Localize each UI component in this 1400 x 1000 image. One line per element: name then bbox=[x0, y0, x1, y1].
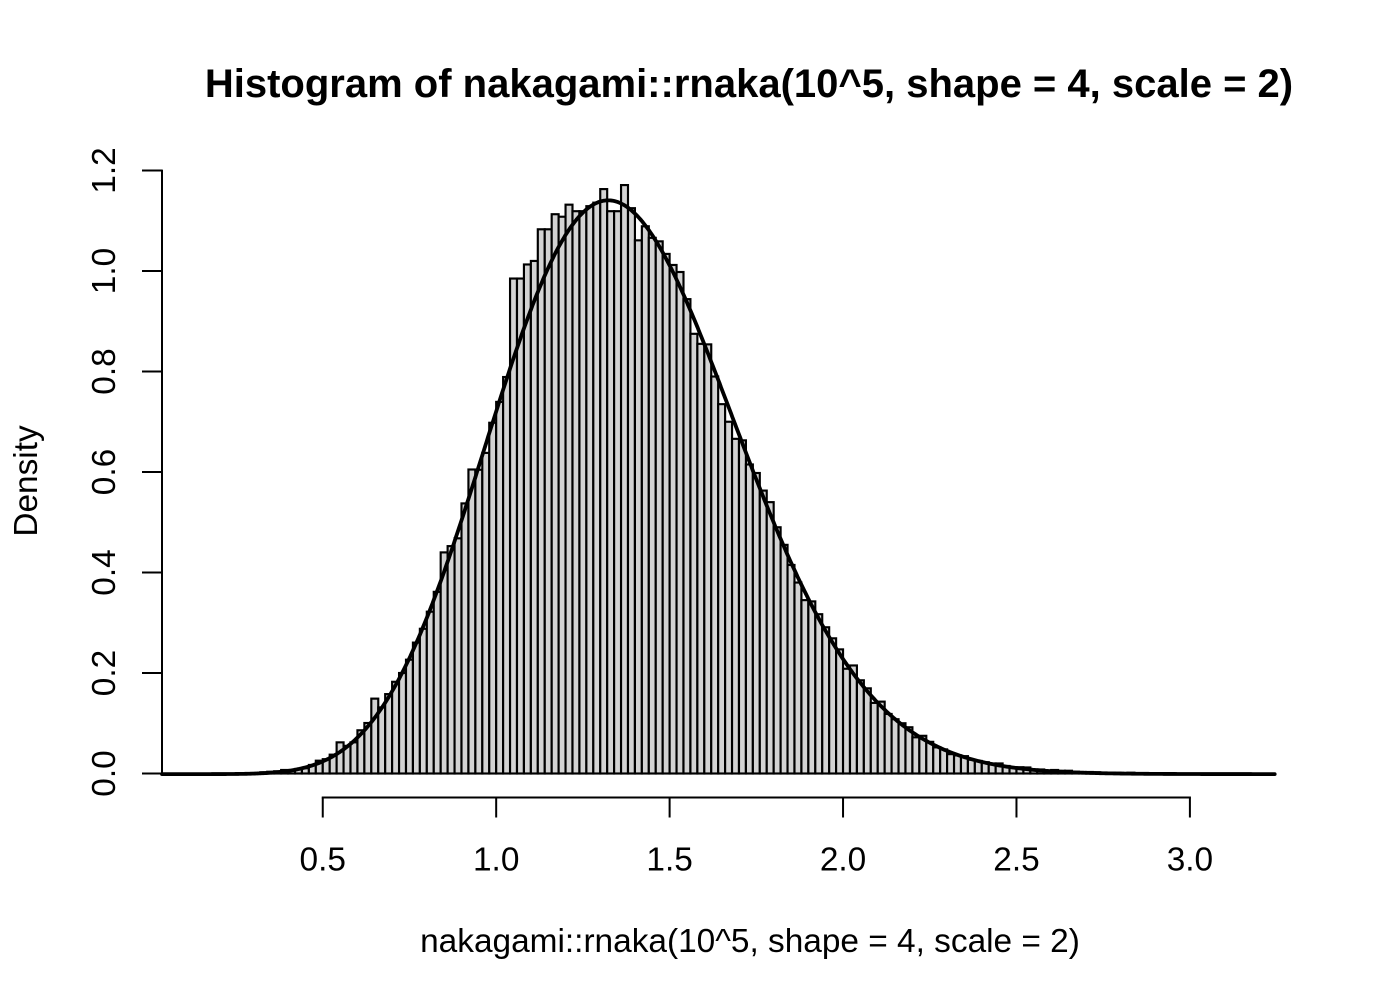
svg-text:nakagami::rnaka(10^5, shape =: nakagami::rnaka(10^5, shape = 4, scale =… bbox=[420, 923, 1080, 960]
svg-text:2.0: 2.0 bbox=[820, 842, 866, 879]
svg-text:0.6: 0.6 bbox=[86, 449, 123, 495]
svg-text:0.2: 0.2 bbox=[86, 650, 123, 696]
svg-text:1.0: 1.0 bbox=[473, 842, 519, 879]
svg-text:1.0: 1.0 bbox=[86, 248, 123, 294]
svg-text:1.2: 1.2 bbox=[86, 147, 123, 193]
svg-text:2.5: 2.5 bbox=[993, 842, 1039, 879]
svg-text:Density: Density bbox=[8, 425, 45, 537]
svg-text:Histogram of nakagami::rnaka(1: Histogram of nakagami::rnaka(10^5, shape… bbox=[205, 62, 1293, 106]
svg-text:0.0: 0.0 bbox=[86, 750, 123, 796]
svg-text:3.0: 3.0 bbox=[1167, 842, 1213, 879]
svg-text:1.5: 1.5 bbox=[646, 842, 692, 879]
svg-text:0.8: 0.8 bbox=[86, 348, 123, 394]
svg-text:0.4: 0.4 bbox=[86, 549, 123, 595]
svg-text:0.5: 0.5 bbox=[300, 842, 346, 879]
